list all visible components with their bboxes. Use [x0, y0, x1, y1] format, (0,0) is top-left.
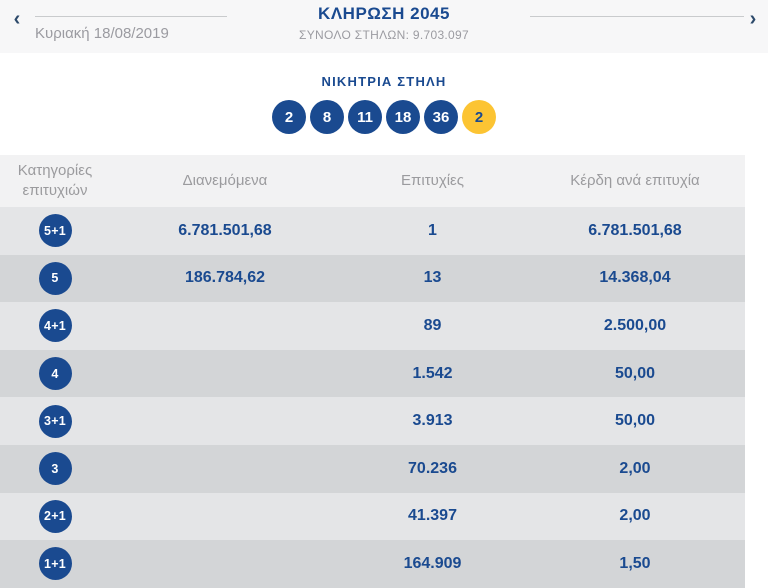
draw-header: ‹ Κυριακή 18/08/2019 ΚΛΗΡΩΣΗ 2045 ΣΥΝΟΛΟ…: [0, 0, 768, 53]
winning-number-ball: 11: [348, 100, 382, 134]
column-header-winners: Επιτυχίες: [401, 171, 464, 189]
column-header-prize: Κέρδη ανά επιτυχία: [570, 171, 700, 189]
winners-value: 13: [423, 269, 442, 287]
table-row: 5 186.784,62 13 14.368,04: [0, 254, 745, 303]
winning-column-title: ΝΙΚΗΤΡΙΑ ΣΤΗΛΗ: [321, 74, 447, 89]
draw-title: ΚΛΗΡΩΣΗ 2045: [318, 4, 450, 23]
chevron-left-icon[interactable]: ‹: [4, 6, 30, 32]
category-badge: 3+1: [38, 404, 72, 438]
category-badge: 5: [38, 261, 72, 295]
category-badge: 4: [38, 357, 72, 391]
prize-value: 2,00: [619, 459, 651, 477]
table-row: 4+1 89 2.500,00: [0, 302, 745, 350]
prize-table: Κατηγορίες επιτυχιών Διανεμόμενα Επιτυχί…: [0, 155, 745, 588]
winning-numbers: 2 8 11 18 36 2: [0, 100, 768, 134]
total-columns-label: ΣΥΝΟΛΟ ΣΤΗΛΩΝ: 9.703.097: [299, 28, 469, 42]
prize-value: 2.500,00: [603, 316, 667, 334]
prize-value: 50,00: [614, 364, 656, 382]
table-row: 5+1 6.781.501,68 1 6.781.501,68: [0, 207, 745, 255]
column-header-categories: Κατηγορίες επιτυχιών: [17, 161, 93, 199]
category-badge: 4+1: [38, 309, 72, 343]
prize-value: 14.368,04: [599, 269, 671, 287]
category-badge: 3: [38, 452, 72, 486]
winners-value: 164.909: [403, 554, 462, 572]
winning-number-ball: 8: [310, 100, 344, 134]
column-header-distributed: Διανεμόμενα: [182, 171, 268, 189]
prize-value: 2,00: [619, 507, 651, 525]
prize-value: 50,00: [614, 412, 656, 430]
left-divider-line: [35, 16, 227, 17]
table-row: 4 1.542 50,00: [0, 349, 745, 398]
distributed-value: 186.784,62: [184, 269, 266, 287]
winning-number-ball: 18: [386, 100, 420, 134]
distributed-value: 6.781.501,68: [178, 221, 272, 239]
chevron-right-icon[interactable]: ›: [740, 6, 766, 32]
table-row: 1+1 164.909 1,50: [0, 540, 745, 588]
winners-value: 1: [428, 221, 437, 239]
category-badge: 2+1: [38, 499, 72, 533]
prize-value: 1,50: [619, 554, 651, 572]
category-badge: 1+1: [38, 547, 72, 581]
winners-value: 1.542: [412, 364, 453, 382]
winning-column-section: ΝΙΚΗΤΡΙΑ ΣΤΗΛΗ 2 8 11 18 36 2: [0, 53, 768, 155]
table-row: 3 70.236 2,00: [0, 444, 745, 493]
winners-value: 41.397: [408, 507, 457, 525]
joker-number-ball: 2: [462, 100, 496, 134]
table-row: 3+1 3.913 50,00: [0, 397, 745, 445]
right-divider-line: [530, 16, 744, 17]
winners-value: 89: [423, 316, 442, 334]
draw-date: Κυριακή 18/08/2019: [35, 25, 169, 42]
prize-table-header: Κατηγορίες επιτυχιών Διανεμόμενα Επιτυχί…: [0, 155, 745, 207]
table-row: 2+1 41.397 2,00: [0, 492, 745, 541]
winning-number-ball: 2: [272, 100, 306, 134]
category-badge: 5+1: [38, 214, 72, 248]
winners-value: 3.913: [412, 412, 453, 430]
winning-number-ball: 36: [424, 100, 458, 134]
prize-value: 6.781.501,68: [588, 221, 682, 239]
winners-value: 70.236: [408, 459, 457, 477]
